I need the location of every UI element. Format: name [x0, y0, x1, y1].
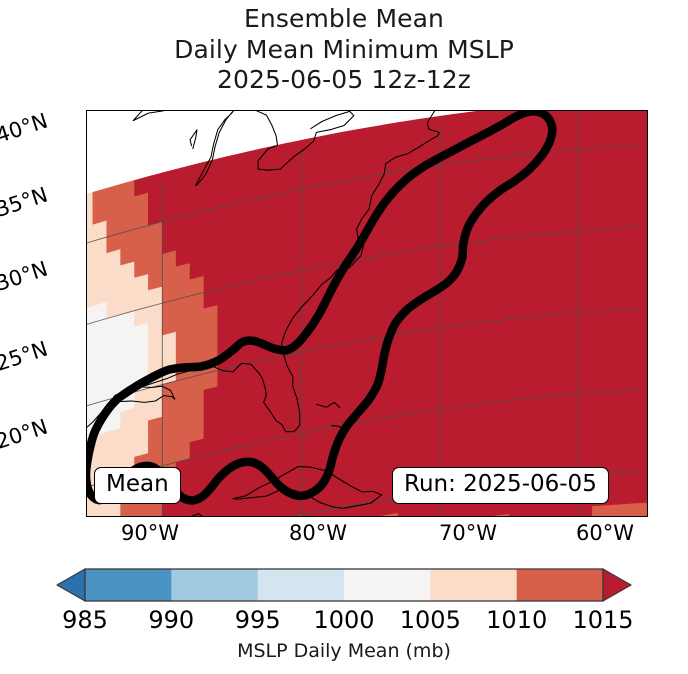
lon-label-90w: 90°W — [121, 521, 179, 545]
title-line-3: 2025-06-05 12z-12z — [217, 65, 471, 94]
colorbar-tick-990: 990 — [148, 606, 195, 634]
colorbar-tick-985: 985 — [62, 606, 108, 634]
colorbar-cells — [56, 568, 632, 602]
map-panel — [86, 110, 648, 517]
lat-label-40n: 40°N — [0, 108, 51, 148]
figure-title: Ensemble Mean Daily Mean Minimum MSLP 20… — [0, 4, 688, 96]
lon-label-80w: 80°W — [289, 521, 347, 545]
colorbar: 985 990 995 1000 1005 1010 1015 — [0, 560, 688, 674]
lon-label-60w: 60°W — [576, 521, 634, 545]
highlight-contour — [86, 110, 557, 505]
colorbar-label: MSLP Daily Mean (mb) — [237, 640, 451, 662]
title-line-2: Daily Mean Minimum MSLP — [174, 34, 514, 64]
mean-annotation-box: Mean — [94, 467, 181, 504]
colorbar-tick-1010: 1010 — [486, 606, 548, 634]
lat-label-30n: 30°N — [0, 256, 51, 296]
colorbar-tick-1015: 1015 — [572, 606, 634, 634]
title-line-1: Ensemble Mean — [244, 4, 444, 33]
lat-label-35n: 35°N — [0, 182, 51, 222]
colorbar-tick-1000: 1000 — [313, 606, 375, 634]
colorbar-tick-995: 995 — [234, 606, 281, 634]
lat-label-25n: 25°N — [0, 336, 51, 376]
lon-label-70w: 70°W — [439, 521, 497, 545]
map-svg — [86, 110, 648, 517]
colorbar-tick-1005: 1005 — [399, 606, 461, 634]
lat-label-20n: 20°N — [0, 414, 51, 454]
colorbar-svg — [56, 568, 632, 602]
run-annotation-box: Run: 2025-06-05 — [392, 467, 609, 504]
